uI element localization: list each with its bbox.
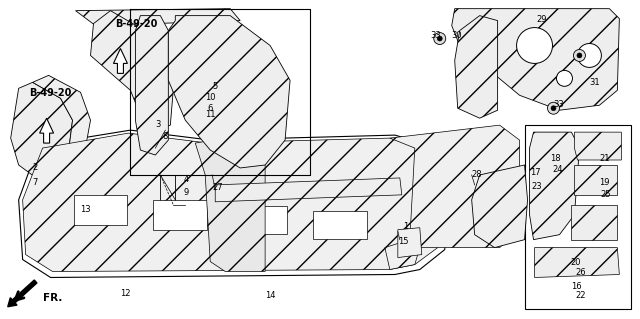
Polygon shape xyxy=(33,75,90,175)
Circle shape xyxy=(557,70,572,86)
Text: 7: 7 xyxy=(33,178,38,187)
Text: 18: 18 xyxy=(550,154,561,163)
Circle shape xyxy=(577,53,582,58)
Text: 22: 22 xyxy=(575,292,586,300)
Polygon shape xyxy=(452,9,620,110)
Polygon shape xyxy=(472,165,527,248)
Circle shape xyxy=(434,33,445,45)
Text: 9: 9 xyxy=(183,188,189,197)
Text: B-49-20: B-49-20 xyxy=(115,19,158,29)
Text: 12: 12 xyxy=(120,289,131,299)
Polygon shape xyxy=(113,48,127,73)
FancyBboxPatch shape xyxy=(525,125,631,309)
Text: 19: 19 xyxy=(600,178,610,187)
Text: 8: 8 xyxy=(163,132,168,141)
Polygon shape xyxy=(534,248,620,278)
Polygon shape xyxy=(11,82,72,185)
FancyArrow shape xyxy=(8,280,37,307)
Text: 25: 25 xyxy=(600,190,611,199)
Polygon shape xyxy=(398,228,422,257)
Text: 24: 24 xyxy=(552,165,563,174)
Polygon shape xyxy=(575,165,618,195)
Text: FR.: FR. xyxy=(43,293,62,303)
Polygon shape xyxy=(529,132,579,240)
Text: 16: 16 xyxy=(572,282,582,292)
Text: 27: 27 xyxy=(212,183,223,192)
Text: 3: 3 xyxy=(156,120,161,129)
Circle shape xyxy=(573,49,586,62)
Text: 31: 31 xyxy=(589,78,600,87)
Polygon shape xyxy=(195,138,265,271)
Polygon shape xyxy=(454,16,498,118)
Circle shape xyxy=(437,36,442,41)
Text: 2: 2 xyxy=(33,163,38,172)
Polygon shape xyxy=(313,211,367,239)
Polygon shape xyxy=(40,118,54,143)
Text: 10: 10 xyxy=(205,93,216,102)
Text: 6: 6 xyxy=(207,104,212,113)
Text: 11: 11 xyxy=(205,110,216,119)
Text: 20: 20 xyxy=(570,257,581,267)
Polygon shape xyxy=(22,133,442,271)
Text: 26: 26 xyxy=(575,268,586,277)
Text: B-49-20: B-49-20 xyxy=(29,88,71,98)
Text: 23: 23 xyxy=(532,182,542,191)
Polygon shape xyxy=(572,205,618,240)
Circle shape xyxy=(547,102,559,114)
Polygon shape xyxy=(575,132,621,160)
Text: 17: 17 xyxy=(531,168,541,177)
Text: 28: 28 xyxy=(472,170,483,179)
Polygon shape xyxy=(90,11,175,130)
Circle shape xyxy=(551,106,556,111)
Text: 5: 5 xyxy=(212,82,218,91)
Text: 33: 33 xyxy=(554,100,564,109)
Polygon shape xyxy=(74,195,127,225)
Text: 1: 1 xyxy=(403,222,408,231)
Circle shape xyxy=(577,43,602,67)
Text: 13: 13 xyxy=(81,205,91,214)
Circle shape xyxy=(516,27,552,63)
Polygon shape xyxy=(168,16,290,168)
Polygon shape xyxy=(385,125,520,270)
Polygon shape xyxy=(154,200,207,230)
Polygon shape xyxy=(76,9,240,26)
Polygon shape xyxy=(19,130,450,278)
Text: 15: 15 xyxy=(398,237,408,246)
Text: 30: 30 xyxy=(452,31,462,40)
Text: 4: 4 xyxy=(183,175,189,184)
Text: 29: 29 xyxy=(536,15,547,24)
Polygon shape xyxy=(136,16,168,155)
Polygon shape xyxy=(233,206,287,234)
Text: 33: 33 xyxy=(431,31,442,40)
Text: 14: 14 xyxy=(265,292,276,300)
Text: 21: 21 xyxy=(600,154,610,163)
Polygon shape xyxy=(215,178,402,202)
